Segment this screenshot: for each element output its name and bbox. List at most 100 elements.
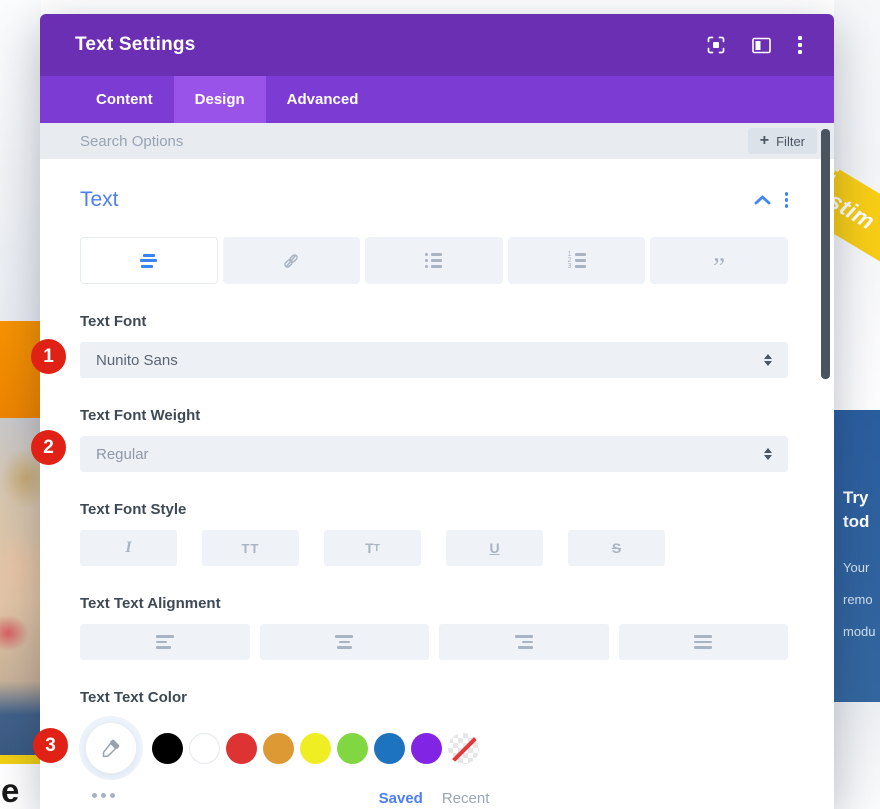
quote-icon: ” (713, 251, 726, 282)
swatch-blue[interactable] (374, 732, 405, 764)
text-font-select[interactable]: Nunito Sans (80, 342, 788, 378)
align-left-icon (155, 635, 174, 649)
text-font-style-label: Text Font Style (80, 501, 187, 518)
collapse-chevron-icon[interactable] (754, 195, 771, 205)
align-center-button[interactable] (259, 624, 429, 660)
strikethrough-icon: S (611, 540, 622, 556)
text-font-label: Text Font (80, 313, 147, 330)
text-style-subtabs: 1 2 3 ” (80, 237, 788, 284)
background-partial-heading: e (1, 772, 20, 809)
align-justify-icon (694, 635, 713, 649)
text-alignment-label: Text Text Alignment (80, 595, 221, 612)
section-kebab-icon[interactable] (784, 192, 788, 208)
background-right-strip: stim Try tod Your remo modu (834, 0, 880, 809)
text-color-label: Text Text Color (80, 689, 187, 706)
underline-icon: U (489, 540, 500, 556)
eyedropper-icon (102, 739, 120, 758)
background-left-strip: e (0, 0, 41, 809)
more-options-icon[interactable] (92, 793, 115, 798)
swatch-yellow[interactable] (300, 732, 331, 764)
swatch-tabs-row: Saved Recent (80, 788, 788, 808)
color-swatches (152, 732, 479, 764)
swatch-orange[interactable] (263, 732, 294, 764)
swatch-green[interactable] (337, 732, 368, 764)
text-section-header: Text (80, 188, 788, 212)
header-icons (707, 36, 802, 54)
section-title: Text (80, 188, 119, 211)
stepper-icon (764, 354, 772, 366)
text-font-weight-value: Regular (96, 445, 149, 463)
background-blue-panel: Try tod Your remo modu (834, 410, 880, 702)
modal-title: Text Settings (75, 34, 196, 55)
align-right-button[interactable] (439, 624, 609, 660)
uppercase-icon: TT (241, 540, 260, 556)
swatch-red[interactable] (226, 732, 257, 764)
panel-body-text: Your remo modu (843, 560, 876, 639)
background-light-area (0, 0, 41, 321)
modal-body: Search Options + Filter Text (40, 123, 834, 809)
background-bottom-area (834, 702, 880, 809)
panel-heading: Try tod (843, 488, 870, 531)
callout-badge-2: 2 (31, 430, 66, 465)
settings-tabbar: Content Design Advanced (40, 76, 834, 123)
callout-badge-1: 1 (31, 339, 66, 374)
callout-badge-3: 3 (33, 728, 68, 763)
unordered-list-icon (425, 253, 443, 268)
text-font-weight-label: Text Font Weight (80, 407, 201, 424)
split-view-icon[interactable] (752, 37, 771, 54)
text-font-value: Nunito Sans (96, 351, 178, 369)
filter-button[interactable]: + Filter (747, 128, 817, 154)
align-center-icon (335, 635, 354, 649)
align-left-button[interactable] (80, 624, 250, 660)
design-panel-content: Text (40, 188, 834, 808)
tab-content[interactable]: Content (96, 91, 153, 108)
subtab-link[interactable] (222, 237, 361, 284)
search-options-input[interactable]: Search Options + Filter (40, 123, 834, 159)
align-justify-button[interactable] (618, 624, 788, 660)
tab-design[interactable]: Design (173, 76, 266, 123)
search-placeholder: Search Options (80, 132, 184, 150)
align-right-icon (514, 635, 533, 649)
subtab-quote[interactable]: ” (650, 237, 788, 284)
underline-button[interactable]: U (446, 530, 543, 566)
plus-icon: + (759, 132, 770, 149)
background-yellow-stripe (0, 755, 41, 764)
text-font-weight-select[interactable]: Regular (80, 436, 788, 472)
eyedropper-button[interactable] (86, 723, 136, 773)
paragraph-icon (140, 253, 158, 268)
alignment-buttons (80, 624, 788, 660)
swatch-white[interactable] (189, 732, 220, 764)
stepper-icon (764, 448, 772, 460)
subtab-ordered-list[interactable]: 1 2 3 (507, 237, 646, 284)
text-color-row (80, 717, 788, 779)
saved-tab[interactable]: Saved (378, 789, 423, 807)
strikethrough-button[interactable]: S (568, 530, 665, 566)
italic-button[interactable]: I (80, 530, 177, 566)
italic-icon: I (125, 539, 132, 556)
eyedropper-wrap (80, 717, 142, 779)
capitalize-icon: T (365, 540, 374, 556)
background-orange-block (0, 321, 41, 418)
recent-tab[interactable]: Recent (441, 789, 490, 807)
background-child-photo (0, 418, 41, 755)
text-settings-modal: Text Settings (40, 14, 834, 809)
ordered-list-icon: 1 2 3 (568, 251, 586, 270)
filter-button-label: Filter (776, 133, 805, 149)
subtab-unordered-list[interactable] (365, 237, 503, 284)
uppercase-button[interactable]: TT (202, 530, 299, 566)
broken-link-icon (282, 252, 300, 270)
expand-icon[interactable] (707, 36, 725, 54)
swatch-purple[interactable] (411, 732, 442, 764)
subtab-paragraph[interactable] (80, 237, 218, 284)
swatch-black[interactable] (152, 732, 183, 764)
ribbon-text: stim (834, 186, 880, 235)
swatch-transparent[interactable] (448, 732, 479, 764)
scrollbar-thumb[interactable] (821, 129, 830, 379)
modal-header: Text Settings (40, 14, 834, 76)
tab-advanced[interactable]: Advanced (286, 91, 359, 108)
kebab-menu-icon[interactable] (798, 36, 802, 54)
background-bottom-white (0, 764, 41, 809)
